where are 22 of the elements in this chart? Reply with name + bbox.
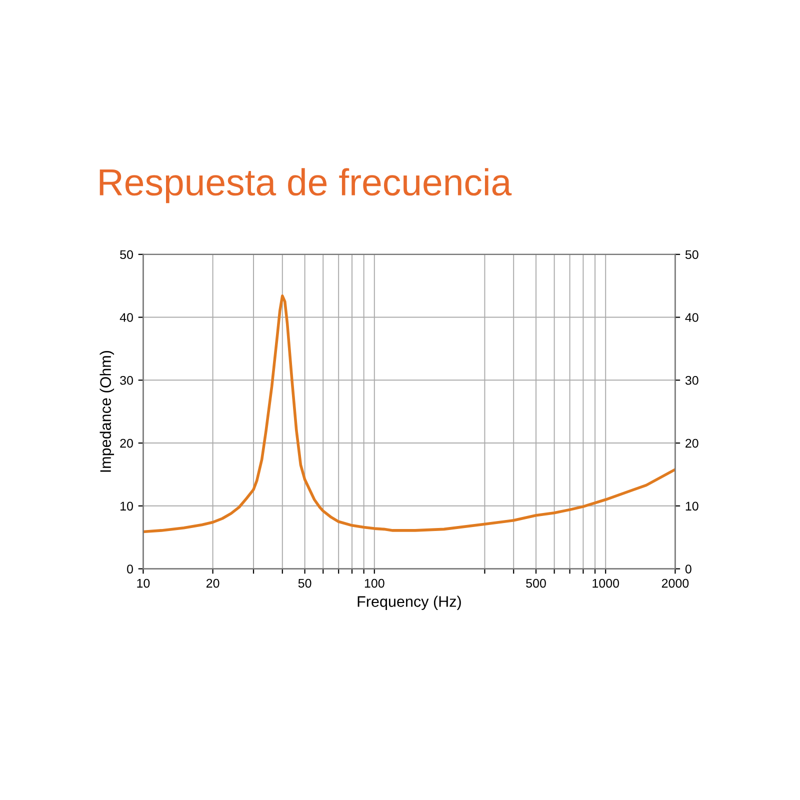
x-axis-title: Frequency (Hz)	[358, 596, 461, 610]
y2-tick-label: 40	[685, 313, 698, 322]
y-tick-label: 10	[120, 502, 133, 511]
y2-tick-label: 10	[686, 502, 698, 511]
y-tick-label: 40	[120, 313, 133, 322]
x-tick-label: 500	[526, 578, 546, 588]
x-tick-label: 20	[206, 578, 220, 588]
y2-tick-label: 0	[685, 564, 692, 574]
x-tick-label: 2000	[662, 578, 689, 588]
y2-tick-label: 50	[685, 250, 698, 260]
x-tick-label: 1000	[592, 578, 620, 588]
y2-tick-label: 30	[685, 376, 698, 385]
y-axis-title: Impedance (Ohm)	[100, 350, 114, 472]
chart-title: Respuesta de frecuencia	[100, 168, 512, 204]
x-tick-label: 50	[298, 578, 312, 588]
x-tick-label: 100	[364, 578, 384, 588]
y2-tick-label: 20	[686, 438, 698, 448]
y-tick-label: 0	[127, 564, 133, 574]
y-tick-label: 20	[120, 438, 133, 448]
x-tick-label: 10	[137, 578, 150, 588]
y-tick-label: 30	[120, 376, 133, 385]
y-tick-label: 50	[120, 250, 133, 260]
